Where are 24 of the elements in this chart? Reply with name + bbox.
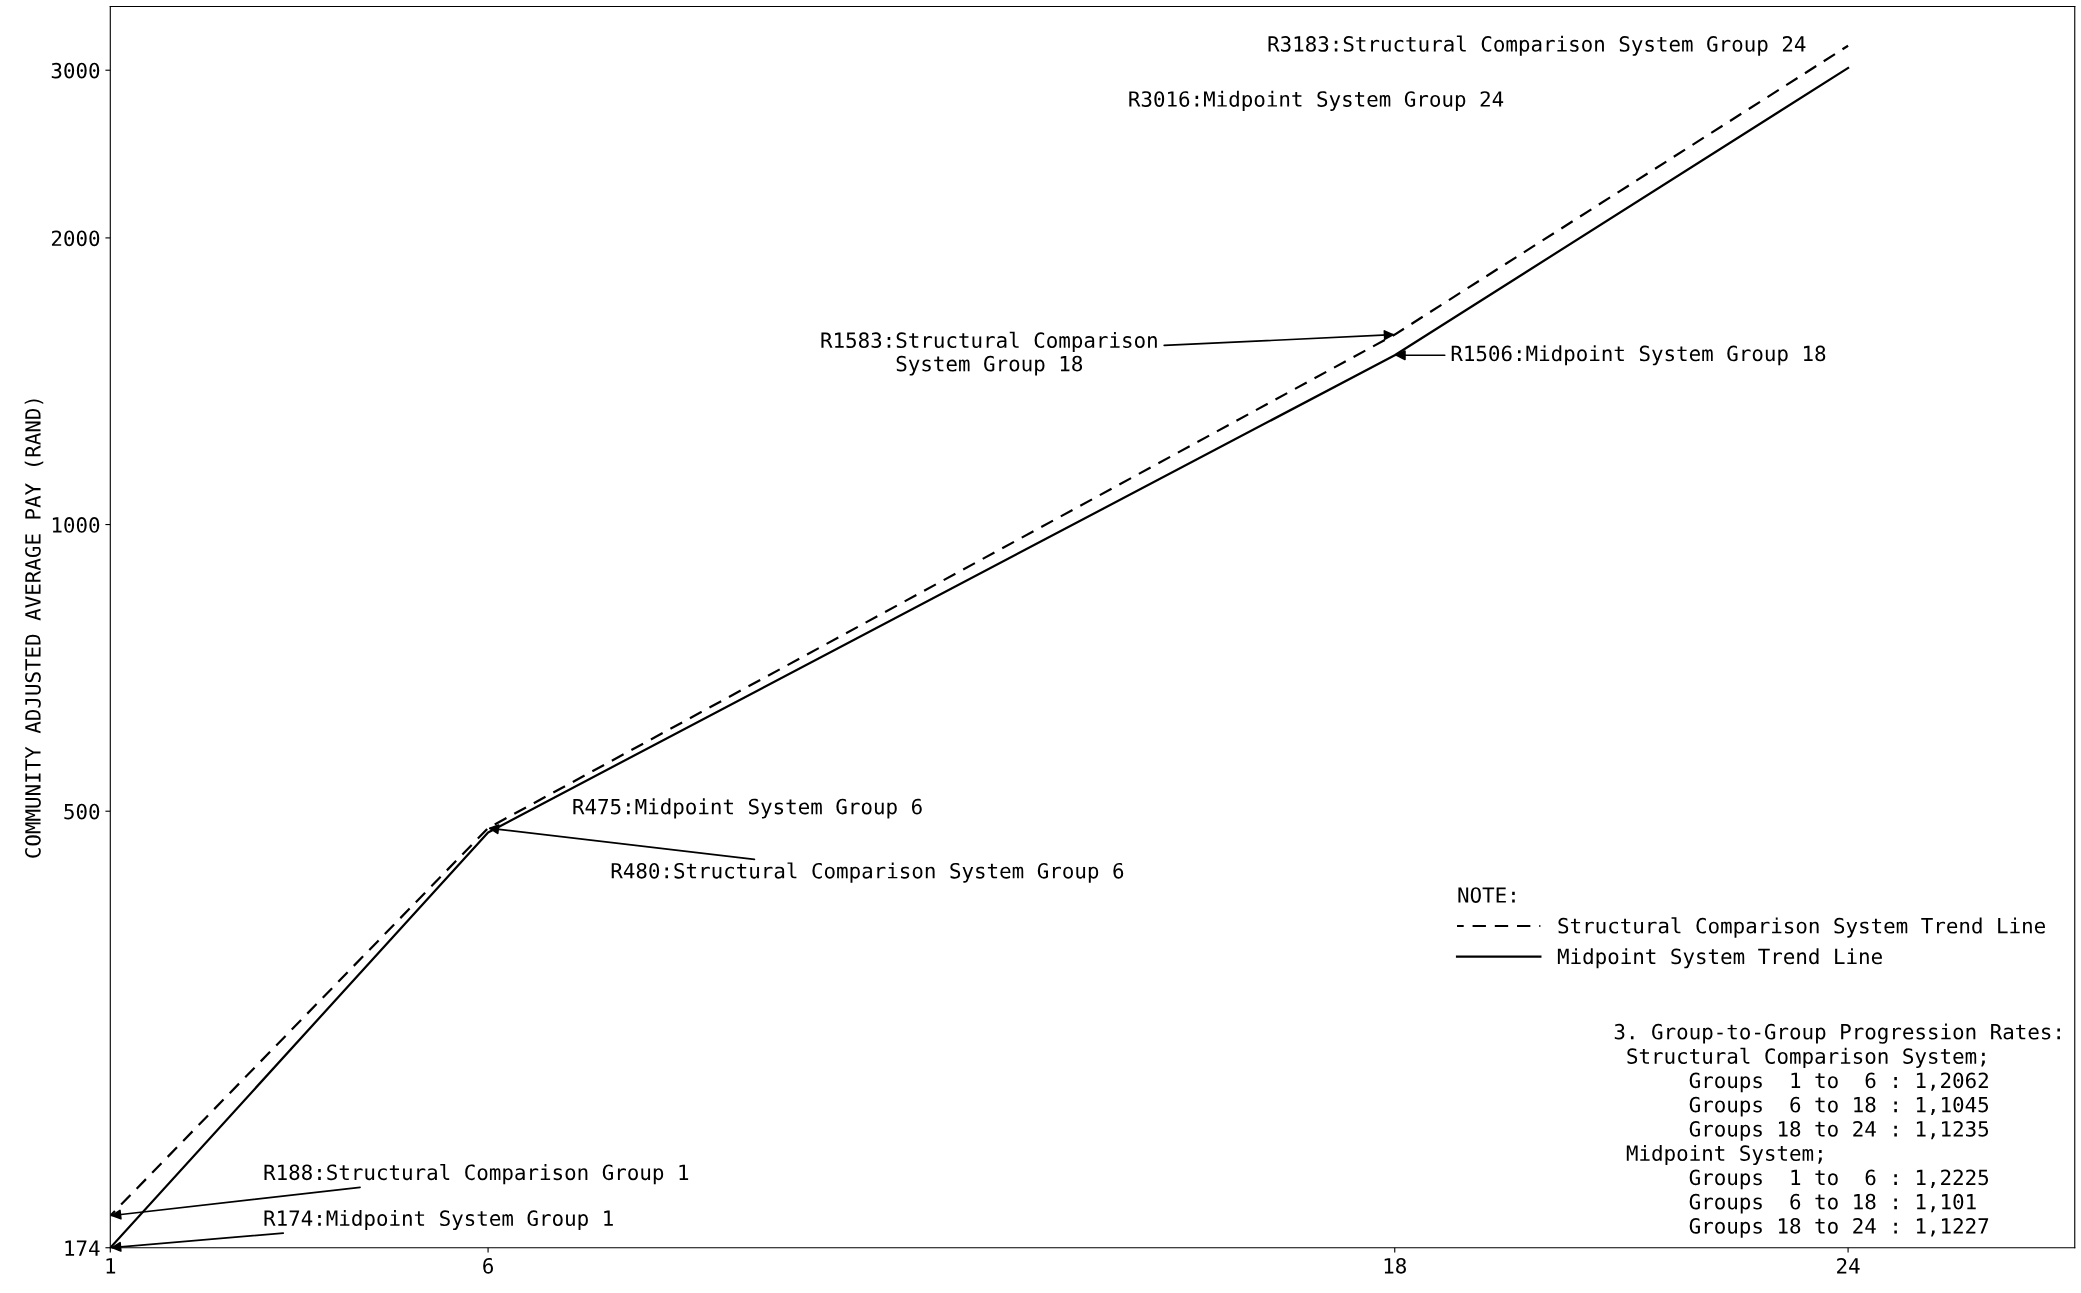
legend-label: Midpoint System Trend Line — [1557, 948, 1882, 969]
legend-label: Structural Comparison System Trend Line — [1558, 917, 2045, 938]
y-tick-label: 3000 — [51, 62, 100, 79]
text: 3. Group-to-Group Progression Rates: Structural Comparison System; Groups 1 to 6 : 1,2062 Groups 6 to 18 : 1,1045 Groups 18 to 24 : 1,1235 Midpoint System; Groups 1 to 6 : 1,2225 Groups 6 to 18 : 1,101 Groups 18 to 24 : 1,1227 — [1614, 1023, 2060, 1238]
annotation: R480:Structural Comparison System Group 6 — [611, 862, 1124, 883]
y-tick-label: 1000 — [52, 517, 100, 533]
annotation: R475:Midpoint System Group 6 — [573, 798, 922, 819]
annotation: R3183:Structural Comparison System Group 24 — [1268, 35, 1806, 56]
y-tick-label: 174 — [65, 1240, 100, 1256]
y-axis-title: COMMUNITY ADJUSTED AVERAGE PAY (RAND) — [24, 399, 44, 858]
x-tick-label: 24 — [1837, 1257, 1860, 1274]
y-tick-label: 500 — [64, 803, 100, 820]
point — [111, 1209, 122, 1220]
annotation: R174:Midpoint System Group 1 — [264, 1209, 613, 1231]
annotation: R1506:Midpoint System Group 18 — [1451, 345, 1826, 366]
x-tick-label: 6 — [483, 1257, 493, 1274]
x-tick-label: 1 — [106, 1258, 116, 1274]
annotation: R188:Structural Comparison Group 1 — [264, 1163, 689, 1185]
x-tick-label: 18 — [1384, 1257, 1406, 1274]
legend-title: NOTE: — [1458, 887, 1515, 903]
point — [489, 824, 500, 835]
y-tick-label: 2000 — [51, 230, 100, 247]
annotation: R1583:Structural Comparison System Group 18 — [821, 331, 1157, 376]
annotation: R3016:Midpoint System Group 24 — [1129, 90, 1504, 111]
